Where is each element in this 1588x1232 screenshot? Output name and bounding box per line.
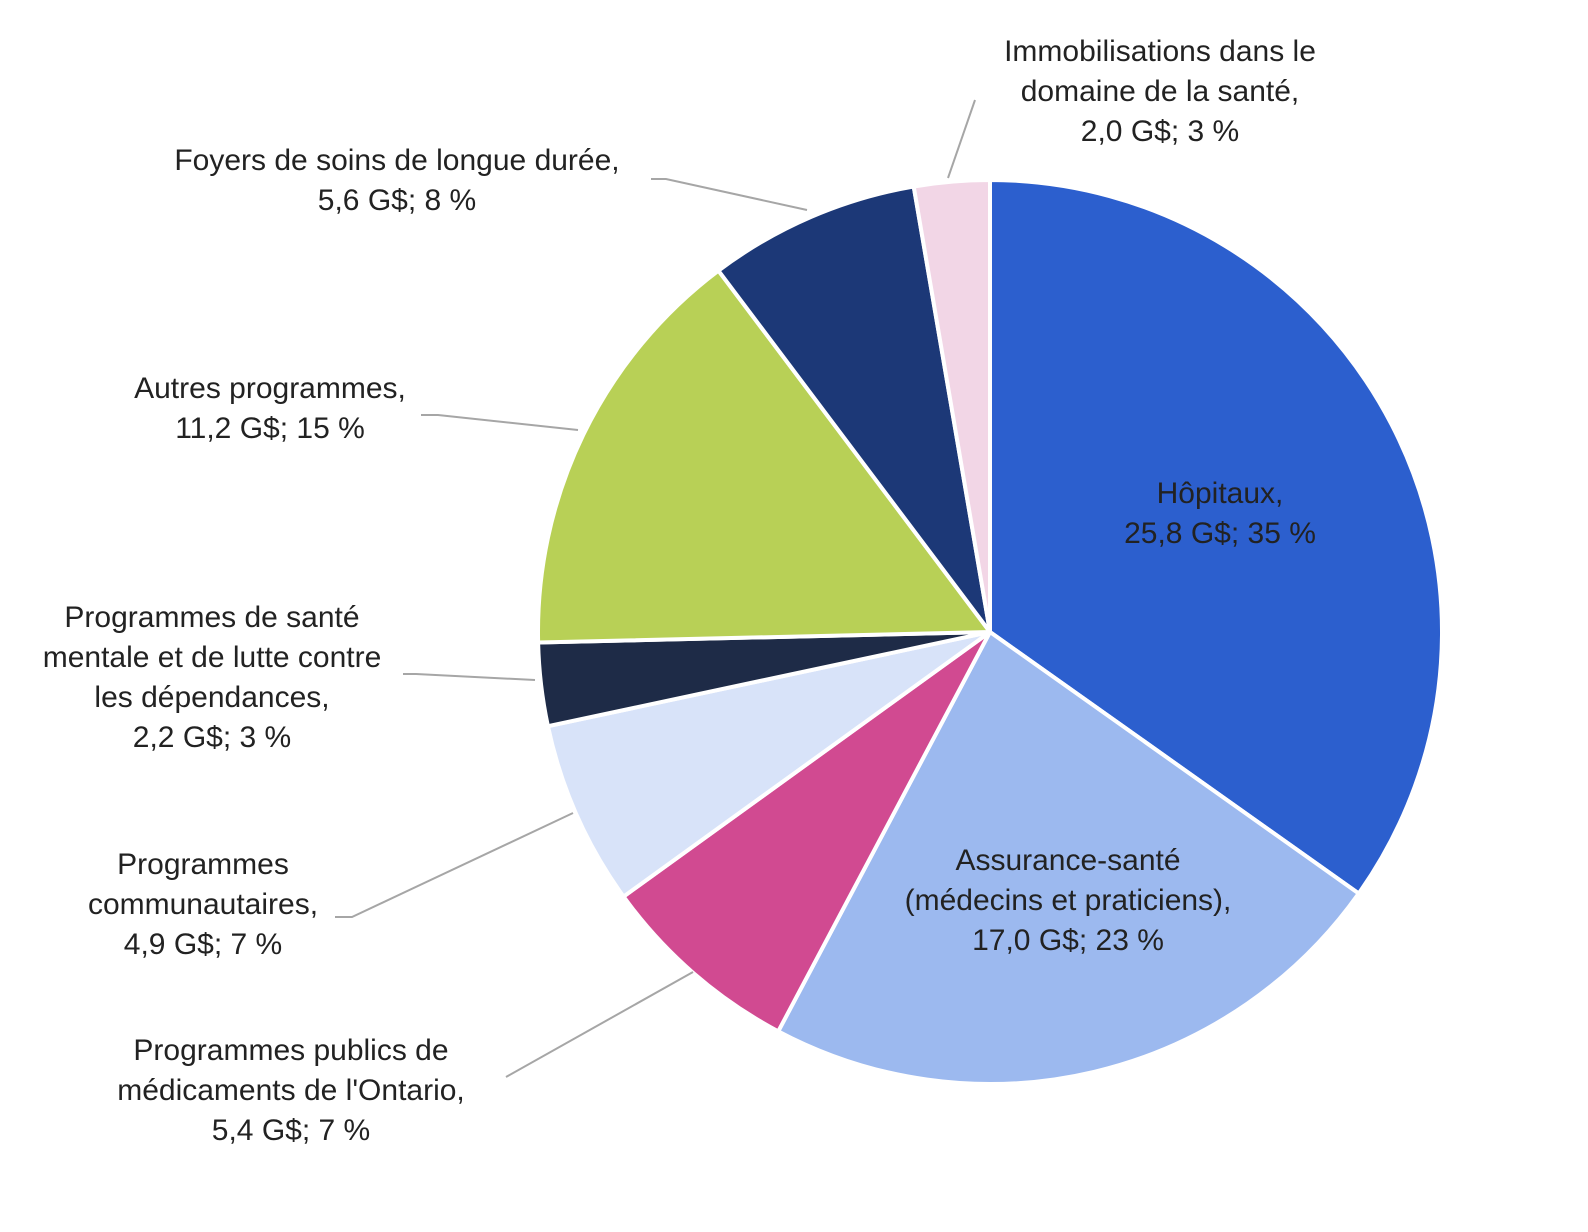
pie-slice-immobilisations-dans-le-domaine-de-la-sante: [911, 178, 992, 634]
slice-label-line: domaine de la santé,: [1021, 75, 1300, 108]
slice-label-line: 17,0 G$; 23 %: [972, 924, 1164, 957]
pie-slice-assurance-sante-medecins-et-praticiens: [776, 630, 1361, 1086]
slice-label-programmes-de-sante-mentale-et-de-lutte-contre-les-dependances: Programmes de santé mentale et de lutte c…: [43, 601, 382, 754]
slice-label-programmes-publics-de-medicaments-de-l-ontario: Programmes publics de médicaments de l'On…: [117, 1034, 465, 1147]
slice-label-line: communautaires,: [88, 888, 318, 921]
slice-label-line: Programmes publics de: [133, 1034, 448, 1067]
slice-label-line: médicaments de l'Ontario,: [117, 1074, 465, 1107]
slice-label-line: Immobilisations dans le: [1004, 35, 1316, 68]
slice-label-foyers-de-soins-de-longue-duree: Foyers de soins de longue durée, 5,6 G$; …: [174, 144, 619, 217]
slice-label-line: 4,9 G$; 7 %: [124, 928, 282, 961]
slice-label-line: 11,2 G$; 15 %: [175, 412, 365, 445]
slice-label-hopitaux: Hôpitaux, 25,8 G$; 35 %: [1124, 477, 1316, 550]
pie-slice-foyers-de-soins-de-longue-duree: [716, 184, 992, 634]
slice-label-autres-programmes: Autres programmes, 11,2 G$; 15 %: [134, 372, 406, 445]
leader-line-foyers-de-soins-de-longue-duree: [651, 178, 808, 211]
slice-label-assurance-sante-medecins-et-praticiens: Assurance-santé (médecins et praticiens),…: [905, 844, 1232, 957]
pie-slices: [536, 178, 1444, 1086]
leader-line-immobilisations-dans-le-domaine-de-la-sante: [947, 99, 976, 179]
pie-slice-autres-programmes: [536, 268, 992, 645]
pie-slice-hopitaux: [988, 178, 1444, 896]
pie-slice-programmes-communautaires: [545, 630, 992, 899]
leader-line-programmes-de-sante-mentale-et-de-lutte-contre-les-dependances: [403, 673, 536, 681]
slice-label-line: (médecins et praticiens),: [905, 884, 1232, 917]
slice-label-line: 2,0 G$; 3 %: [1081, 115, 1239, 148]
slice-label-line: Programmes de santé: [64, 601, 359, 634]
slice-label-line: Autres programmes,: [134, 372, 406, 405]
slice-label-line: 2,2 G$; 3 %: [133, 721, 291, 754]
slice-label-line: Assurance-santé: [955, 844, 1180, 877]
slice-label-line: 5,4 G$; 7 %: [212, 1114, 370, 1147]
leader-lines: [335, 99, 976, 1078]
slice-label-immobilisations-dans-le-domaine-de-la-sante: Immobilisations dans le domaine de la san…: [1004, 35, 1316, 148]
slice-label-line: les dépendances,: [94, 681, 329, 714]
slice-labels: Hôpitaux, 25,8 G$; 35 % Assurance-santé (mé…: [43, 35, 1316, 1147]
slice-label-line: mentale et de lutte contre: [43, 641, 382, 674]
slice-label-line: Hôpitaux,: [1157, 477, 1284, 510]
slice-label-line: 25,8 G$; 35 %: [1124, 517, 1316, 550]
slice-label-line: Foyers de soins de longue durée,: [174, 144, 619, 177]
leader-line-programmes-publics-de-medicaments-de-l-ontario: [505, 971, 694, 1078]
slice-label-programmes-communautaires: Programmes communautaires, 4,9 G$; 7 %: [88, 848, 318, 961]
slice-label-line: Programmes: [117, 848, 289, 881]
leader-line-autres-programmes: [421, 414, 579, 431]
slice-label-line: 5,6 G$; 8 %: [318, 184, 476, 217]
leader-line-programmes-communautaires: [335, 812, 574, 918]
